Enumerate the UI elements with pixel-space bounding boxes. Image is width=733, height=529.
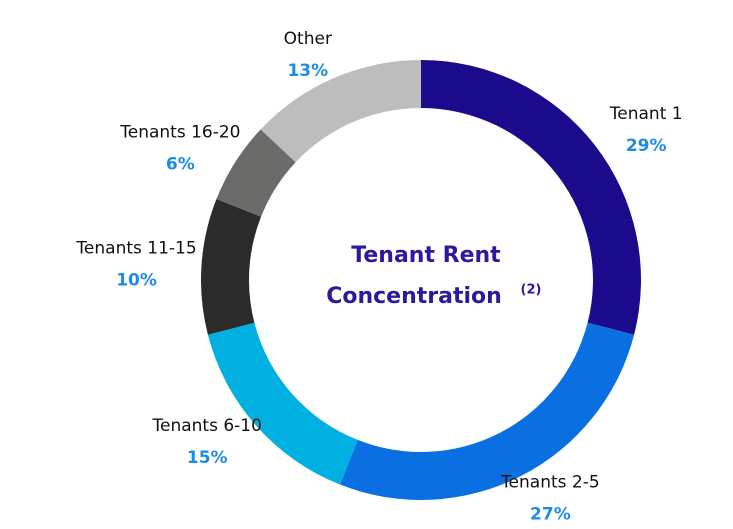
segment-value-label: 6% — [166, 155, 195, 175]
donut-segment — [201, 199, 262, 335]
segment-value-label: 10% — [116, 271, 157, 291]
segment-value-label: 15% — [187, 448, 228, 468]
donut-segment — [207, 322, 358, 485]
segment-label: Tenants 2-5 — [500, 472, 600, 492]
donut-segment — [216, 129, 296, 217]
donut-segment — [421, 60, 641, 335]
segment-value-label: 27% — [530, 504, 571, 524]
chart-title: Concentration — [326, 284, 502, 309]
segment-label: Tenants 11-15 — [75, 239, 196, 259]
segment-label: Other — [284, 29, 332, 49]
donut-segment — [260, 60, 421, 163]
segment-label: Tenants 6-10 — [151, 416, 261, 436]
segment-value-label: 13% — [287, 61, 328, 81]
title-superscript: (2) — [521, 283, 542, 298]
chart-title: Tenant Rent — [351, 243, 501, 268]
segment-label: Tenants 16-20 — [119, 123, 240, 143]
donut-segment — [340, 322, 635, 500]
segment-label: Tenant 1 — [609, 104, 683, 124]
segment-value-label: 29% — [626, 136, 667, 156]
